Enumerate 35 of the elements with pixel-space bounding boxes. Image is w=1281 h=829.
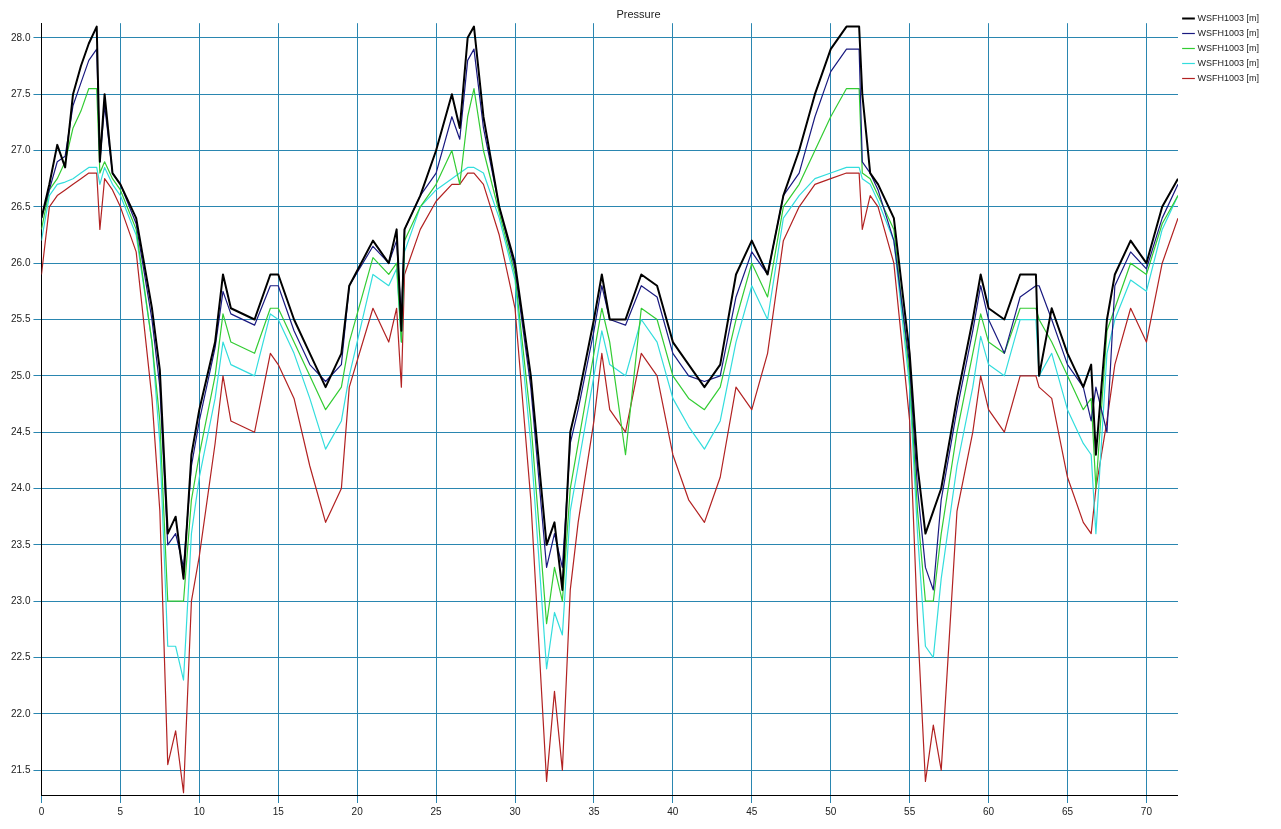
- legend-label: WSFH1003 [m]: [1197, 12, 1259, 23]
- y-tick-label: 25.5: [10, 313, 31, 325]
- x-tick-label: 55: [904, 805, 916, 817]
- y-tick-label: 24.5: [10, 425, 31, 437]
- x-tick-label: 0: [38, 805, 45, 817]
- y-tick-label: 28.0: [10, 31, 31, 43]
- x-tick-label: 65: [1061, 805, 1074, 817]
- y-tick-label: 22.0: [10, 707, 31, 719]
- x-tick-label: 15: [272, 805, 285, 817]
- legend-label: WSFH1003 [m]: [1197, 42, 1259, 53]
- y-tick-label: 22.5: [10, 651, 31, 663]
- y-tick-label: 23.0: [10, 594, 31, 606]
- chart-title: Pressure: [616, 7, 661, 20]
- y-tick-label: 26.5: [10, 200, 31, 212]
- x-tick-label: 30: [509, 805, 522, 817]
- x-tick-label: 10: [193, 805, 206, 817]
- x-tick-label: 60: [983, 805, 995, 817]
- x-tick-label: 5: [117, 805, 124, 817]
- y-tick-label: 27.0: [10, 144, 31, 156]
- legend-label: WSFH1003 [m]: [1197, 57, 1259, 68]
- y-tick-label: 26.0: [10, 256, 31, 268]
- x-tick-label: 45: [746, 805, 758, 817]
- x-tick-label: 40: [667, 805, 679, 817]
- x-tick-label: 35: [588, 805, 600, 817]
- legend-label: WSFH1003 [m]: [1197, 72, 1259, 83]
- y-tick-label: 23.5: [10, 538, 31, 550]
- legend-label: WSFH1003 [m]: [1197, 27, 1259, 38]
- x-tick-label: 70: [1140, 805, 1153, 817]
- y-tick-label: 24.0: [10, 482, 31, 494]
- x-tick-label: 20: [351, 805, 364, 817]
- x-tick-label: 25: [430, 805, 443, 817]
- x-tick-label: 50: [825, 805, 837, 817]
- y-tick-label: 21.5: [10, 763, 31, 775]
- y-tick-label: 25.0: [10, 369, 31, 381]
- y-tick-label: 27.5: [10, 87, 31, 99]
